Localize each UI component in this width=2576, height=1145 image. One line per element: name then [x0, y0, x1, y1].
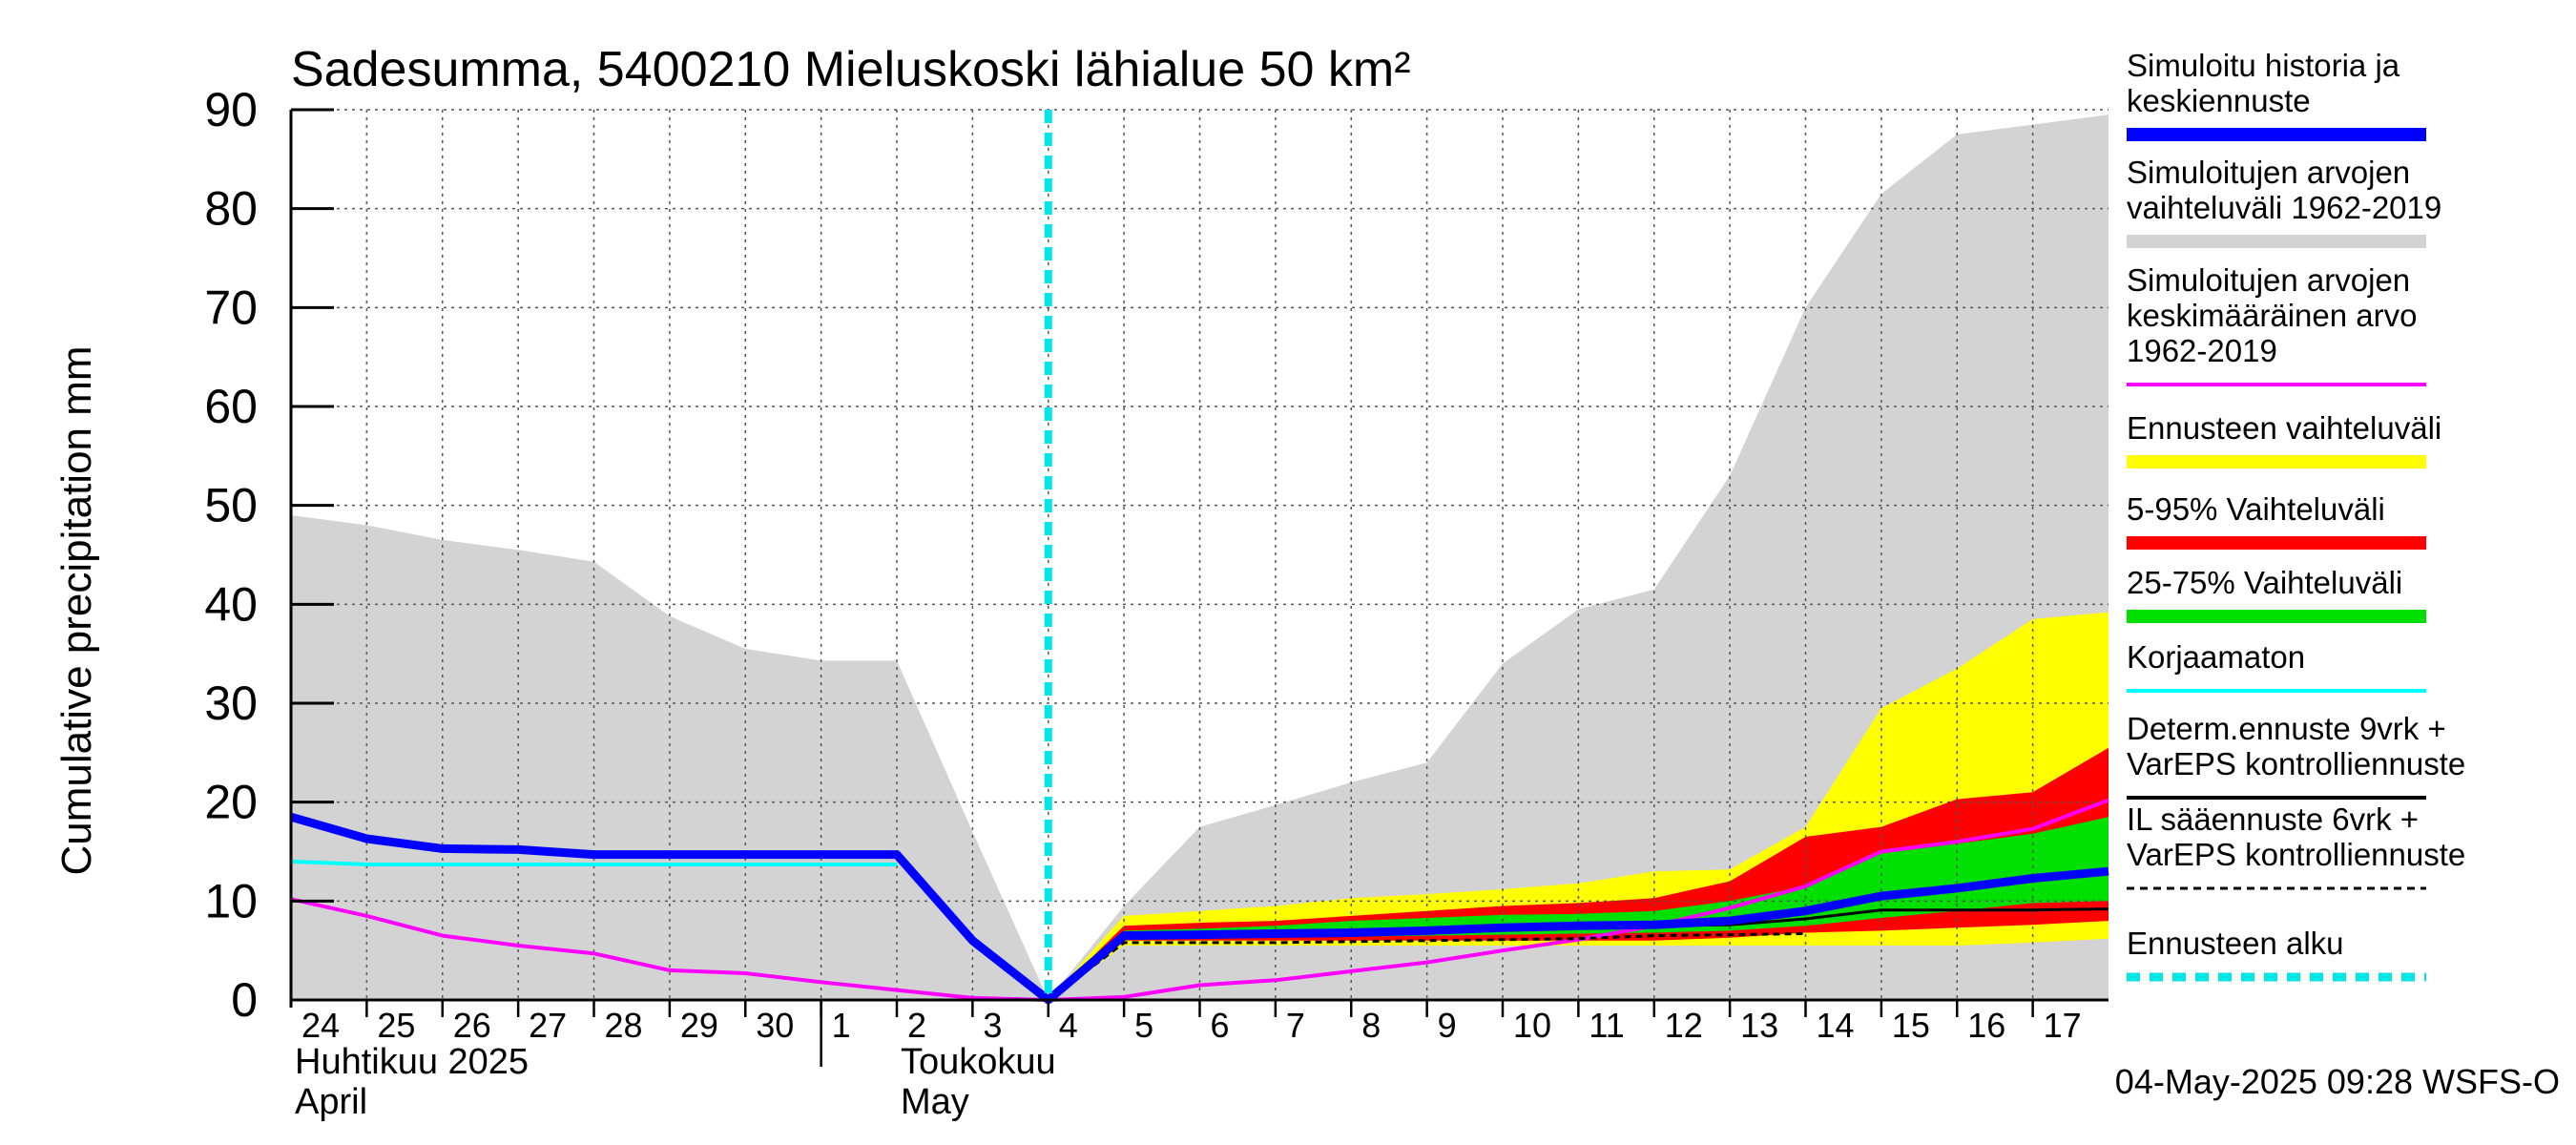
historical-range-band — [291, 114, 2109, 1000]
y-tick-label: 10 — [204, 874, 258, 927]
x-tick-label: 4 — [1059, 1006, 1078, 1045]
legend-label: Simuloitujen arvojen — [2127, 262, 2410, 298]
x-tick-label: 7 — [1286, 1006, 1305, 1045]
legend-label: VarEPS kontrolliennuste — [2127, 837, 2465, 872]
legend-label: Simuloitu historia ja — [2127, 48, 2400, 83]
legend-label: IL sääennuste 6vrk + — [2127, 802, 2419, 837]
uncorrected-line — [290, 859, 897, 866]
legend-label: VarEPS kontrolliennuste — [2127, 746, 2465, 781]
legend-label: 25-75% Vaihteluväli — [2127, 565, 2402, 600]
simulated-history-line — [289, 812, 2109, 1005]
chart-title: Sadesumma, 5400210 Mieluskoski lähialue … — [291, 42, 1411, 97]
legend-label: Ennusteen vaihteluväli — [2127, 410, 2441, 446]
x-tick-label: 27 — [529, 1006, 567, 1045]
legend-label: Determ.ennuste 9vrk + — [2127, 711, 2446, 746]
legend-label: 1962-2019 — [2127, 333, 2277, 368]
x-tick-label: 24 — [301, 1006, 340, 1045]
y-tick-label: 80 — [204, 182, 258, 236]
timestamp-footer: 04-May-2025 09:28 WSFS-O — [2115, 1062, 2560, 1101]
legend-label: vaihteluväli 1962-2019 — [2127, 190, 2441, 225]
month-label-fi: Huhtikuu 2025 — [295, 1042, 529, 1082]
x-tick-label: 30 — [756, 1006, 794, 1045]
x-tick-label: 17 — [2044, 1006, 2082, 1045]
month-label-en: April — [295, 1082, 367, 1122]
y-tick-label: 40 — [204, 577, 258, 631]
legend-label: keskiennuste — [2127, 83, 2311, 118]
legend-label: Ennusteen alku — [2127, 926, 2344, 961]
x-tick-label: 11 — [1589, 1006, 1624, 1045]
legend-label: Korjaamaton — [2127, 639, 2305, 675]
y-tick-label: 70 — [204, 281, 258, 334]
y-tick-label: 50 — [204, 479, 258, 532]
y-tick-label: 30 — [204, 677, 258, 730]
y-tick-label: 90 — [204, 83, 258, 136]
plot-area — [289, 109, 2109, 1005]
x-tick-label: 25 — [377, 1006, 415, 1045]
x-tick-label: 15 — [1892, 1006, 1930, 1045]
x-tick-label: 16 — [1967, 1006, 2005, 1045]
mean-line — [290, 798, 2109, 1002]
x-tick-label: 10 — [1513, 1006, 1551, 1045]
x-tick-label: 9 — [1438, 1006, 1457, 1045]
x-tick-label: 29 — [680, 1006, 718, 1045]
legend-label: 5-95% Vaihteluväli — [2127, 491, 2385, 527]
legend-label: keskimääräinen arvo — [2127, 298, 2417, 333]
y-tick-label: 60 — [204, 380, 258, 433]
x-tick-label: 14 — [1817, 1006, 1855, 1045]
x-tick-label: 13 — [1740, 1006, 1778, 1045]
x-tick-label: 2 — [907, 1006, 926, 1045]
x-tick-label: 5 — [1134, 1006, 1153, 1045]
legend-label: Simuloitujen arvojen — [2127, 155, 2410, 190]
y-tick-label: 20 — [204, 776, 258, 829]
x-tick-label: 6 — [1211, 1006, 1230, 1045]
x-tick-label: 8 — [1361, 1006, 1381, 1045]
x-tick-label: 28 — [605, 1006, 643, 1045]
month-label-en: May — [901, 1082, 969, 1122]
month-label-fi: Toukokuu — [901, 1042, 1056, 1082]
x-tick-label: 12 — [1665, 1006, 1703, 1045]
x-tick-label: 26 — [453, 1006, 491, 1045]
x-tick-label: 3 — [983, 1006, 1002, 1045]
y-tick-label: 0 — [231, 973, 258, 1027]
x-tick-label: 1 — [832, 1006, 851, 1045]
y-axis-label: Cumulative precipitation mm — [53, 345, 100, 875]
band-25-75 — [1048, 817, 2109, 1000]
